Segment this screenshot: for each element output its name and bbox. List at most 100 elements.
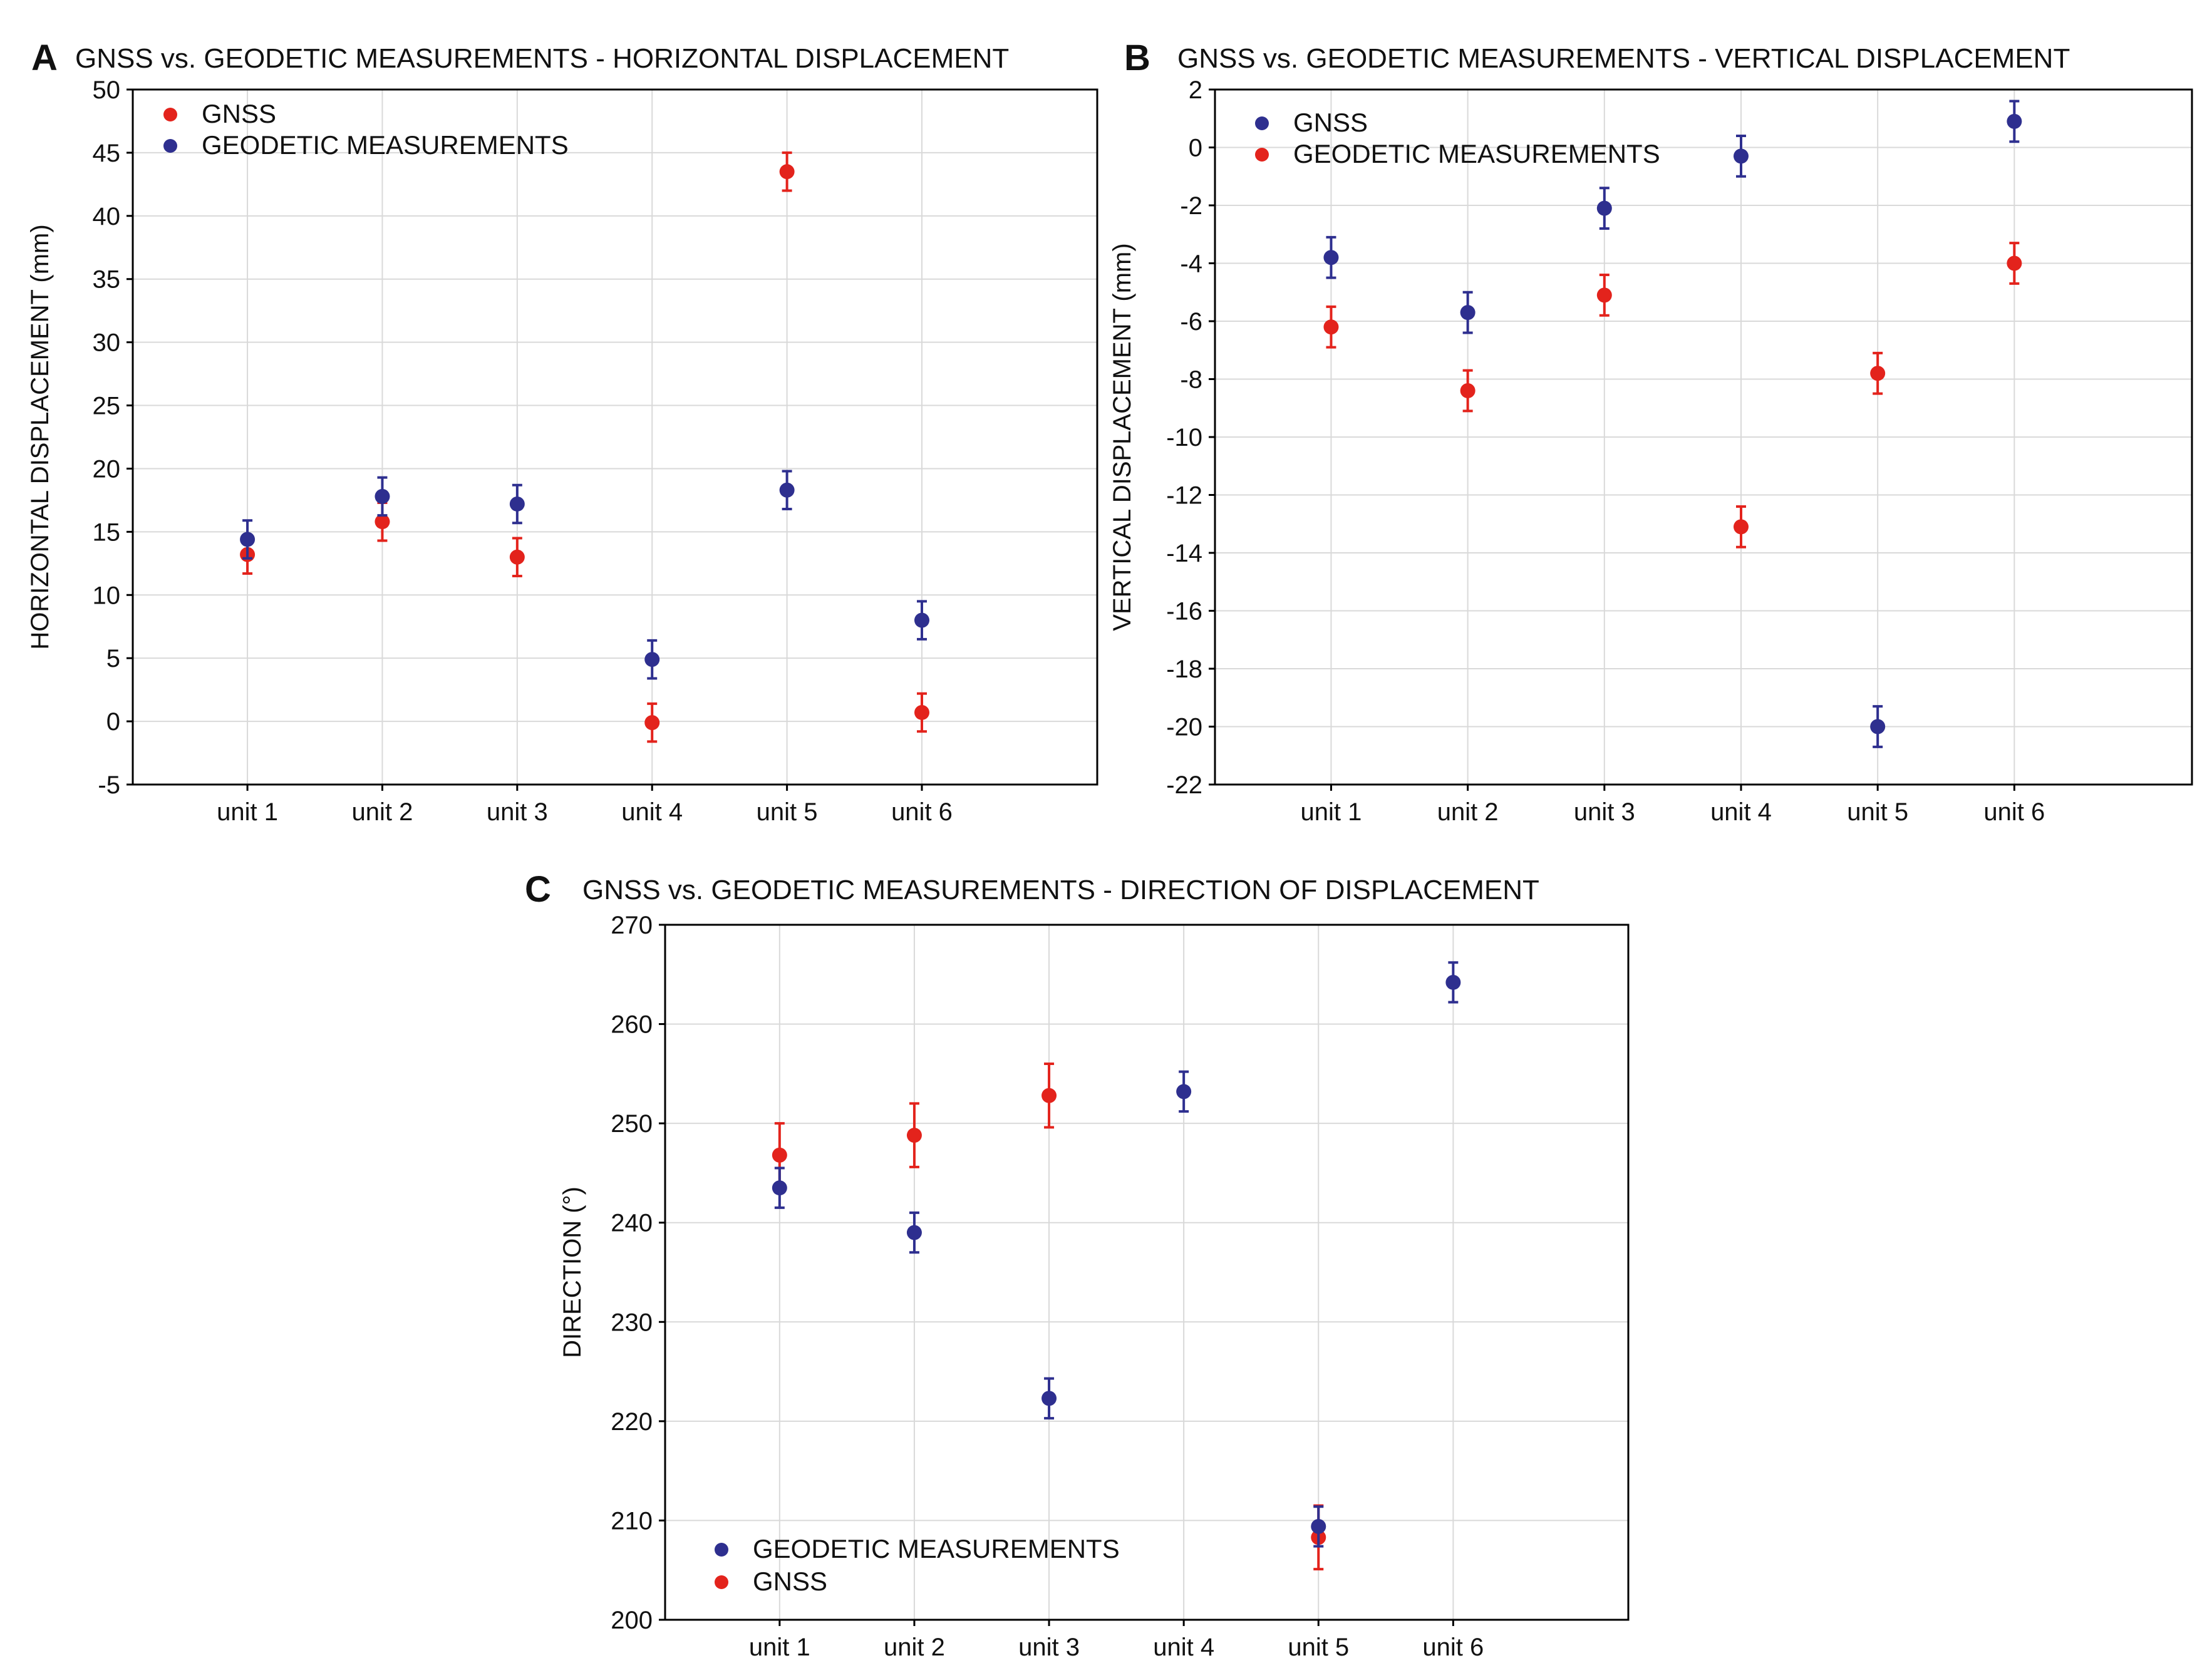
legend-label: GEODETIC MEASUREMENTS: [1293, 139, 1660, 168]
chart-title: GNSS vs. GEODETIC MEASUREMENTS - VERTICA…: [1177, 43, 2070, 74]
y-tick-label: -14: [1166, 540, 1202, 567]
data-point: [1460, 305, 1476, 321]
panel-letter: B: [1124, 38, 1150, 78]
data-point: [375, 488, 390, 504]
y-tick-label: 230: [611, 1309, 653, 1336]
x-tick-label: unit 6: [1422, 1634, 1484, 1661]
data-point: [509, 549, 525, 565]
y-tick-label: 45: [93, 140, 121, 167]
legend-label: GNSS: [1293, 108, 1368, 137]
legend: GEODETIC MEASUREMENTS GNSS: [715, 1534, 1120, 1596]
plot-frame: [132, 88, 1098, 786]
legend-marker: [1255, 148, 1269, 162]
y-tick-label: -8: [1180, 366, 1202, 394]
legend-marker: [163, 108, 177, 121]
y-axis-label: HORIZONTAL DISPLACEMENT (mm): [26, 224, 54, 649]
data-point: [2007, 113, 2022, 129]
data-point: [1041, 1088, 1057, 1103]
x-tick-label: unit 4: [1710, 798, 1772, 826]
data-point: [644, 652, 660, 667]
y-tick-label: 20: [93, 455, 121, 483]
chart-panel-a: A GNSS vs. GEODETIC MEASUREMENTS - HORIZO…: [26, 38, 1098, 826]
legend-marker: [715, 1543, 728, 1557]
x-tick-label: unit 2: [884, 1634, 945, 1661]
y-tick-label: -6: [1180, 308, 1202, 336]
data-point: [779, 164, 795, 180]
legend-marker: [1255, 116, 1269, 130]
x-tick-label: unit 1: [217, 798, 278, 826]
series-geodetic-measurements: [1323, 242, 2022, 548]
data-point: [914, 704, 929, 720]
x-tick-label: unit 6: [1983, 798, 2045, 826]
y-tick-label: 260: [611, 1011, 653, 1039]
series-geodetic-measurements: [240, 470, 929, 680]
y-tick-label: 10: [93, 582, 121, 609]
data-point: [240, 532, 256, 547]
data-point: [914, 612, 929, 628]
data-point: [1734, 148, 1749, 164]
data-point: [1596, 200, 1612, 216]
series-geodetic-measurements: [772, 961, 1461, 1548]
y-tick-label: 25: [93, 393, 121, 420]
y-tick-label: 220: [611, 1408, 653, 1436]
data-point: [1734, 519, 1749, 535]
y-tick-label: 50: [93, 76, 121, 104]
y-tick-label: -12: [1166, 482, 1202, 510]
data-point: [1445, 974, 1461, 990]
y-tick-label: -18: [1166, 656, 1202, 683]
y-tick-label: -16: [1166, 598, 1202, 625]
y-tick-label: -4: [1180, 250, 1202, 278]
y-tick-label: 210: [611, 1507, 653, 1535]
data-point: [906, 1128, 922, 1143]
x-tick-label: unit 4: [621, 798, 683, 826]
data-point: [772, 1180, 787, 1196]
series-gnss: [240, 151, 929, 743]
data-point: [375, 514, 390, 530]
legend-label: GEODETIC MEASUREMENTS: [753, 1534, 1120, 1563]
data-point: [1176, 1084, 1192, 1099]
data-point: [906, 1225, 922, 1240]
data-point: [644, 715, 660, 731]
y-tick-label: 35: [93, 266, 121, 294]
x-tick-label: unit 3: [1574, 798, 1635, 826]
y-tick-label: 250: [611, 1110, 653, 1138]
plot-frame: [664, 924, 1630, 1621]
y-tick-label: 40: [93, 203, 121, 230]
panel-letter: C: [525, 869, 551, 910]
x-tick-label: unit 6: [891, 798, 953, 826]
y-tick-label: 0: [106, 708, 120, 736]
y-tick-label: -22: [1166, 771, 1202, 799]
y-tick-label: 2: [1189, 76, 1202, 104]
data-point: [1460, 383, 1476, 398]
y-axis-label: VERTICAL DISPLACEMENT (mm): [1109, 243, 1136, 631]
y-tick-label: 200: [611, 1607, 653, 1634]
data-point: [772, 1147, 787, 1163]
data-point: [1596, 287, 1612, 303]
chart-panel-b: B GNSS vs. GEODETIC MEASUREMENTS - VERTIC…: [1109, 38, 2193, 826]
y-tick-label: -10: [1166, 424, 1202, 451]
y-tick-label: 30: [93, 329, 121, 357]
y-tick-label: 5: [106, 645, 120, 672]
data-point: [1870, 366, 1886, 381]
chart-panel-c: C GNSS vs. GEODETIC MEASUREMENTS - DIRECT…: [525, 869, 1630, 1661]
y-axis-label: DIRECTION (°): [559, 1187, 586, 1358]
x-tick-label: unit 4: [1153, 1634, 1214, 1661]
data-point: [1870, 719, 1886, 734]
chart-title: GNSS vs. GEODETIC MEASUREMENTS - HORIZON…: [75, 43, 1009, 74]
y-tick-label: 0: [1189, 135, 1202, 162]
data-point: [1041, 1391, 1057, 1406]
x-tick-label: unit 1: [1301, 798, 1362, 826]
data-point: [509, 496, 525, 512]
y-tick-label: -5: [98, 771, 120, 799]
y-tick-label: -20: [1166, 714, 1202, 741]
data-point: [1323, 250, 1339, 265]
x-tick-label: unit 1: [749, 1634, 810, 1661]
data-point: [2007, 255, 2022, 271]
x-tick-label: unit 3: [487, 798, 548, 826]
x-tick-label: unit 3: [1018, 1634, 1080, 1661]
data-point: [779, 482, 795, 498]
y-tick-label: 270: [611, 912, 653, 939]
